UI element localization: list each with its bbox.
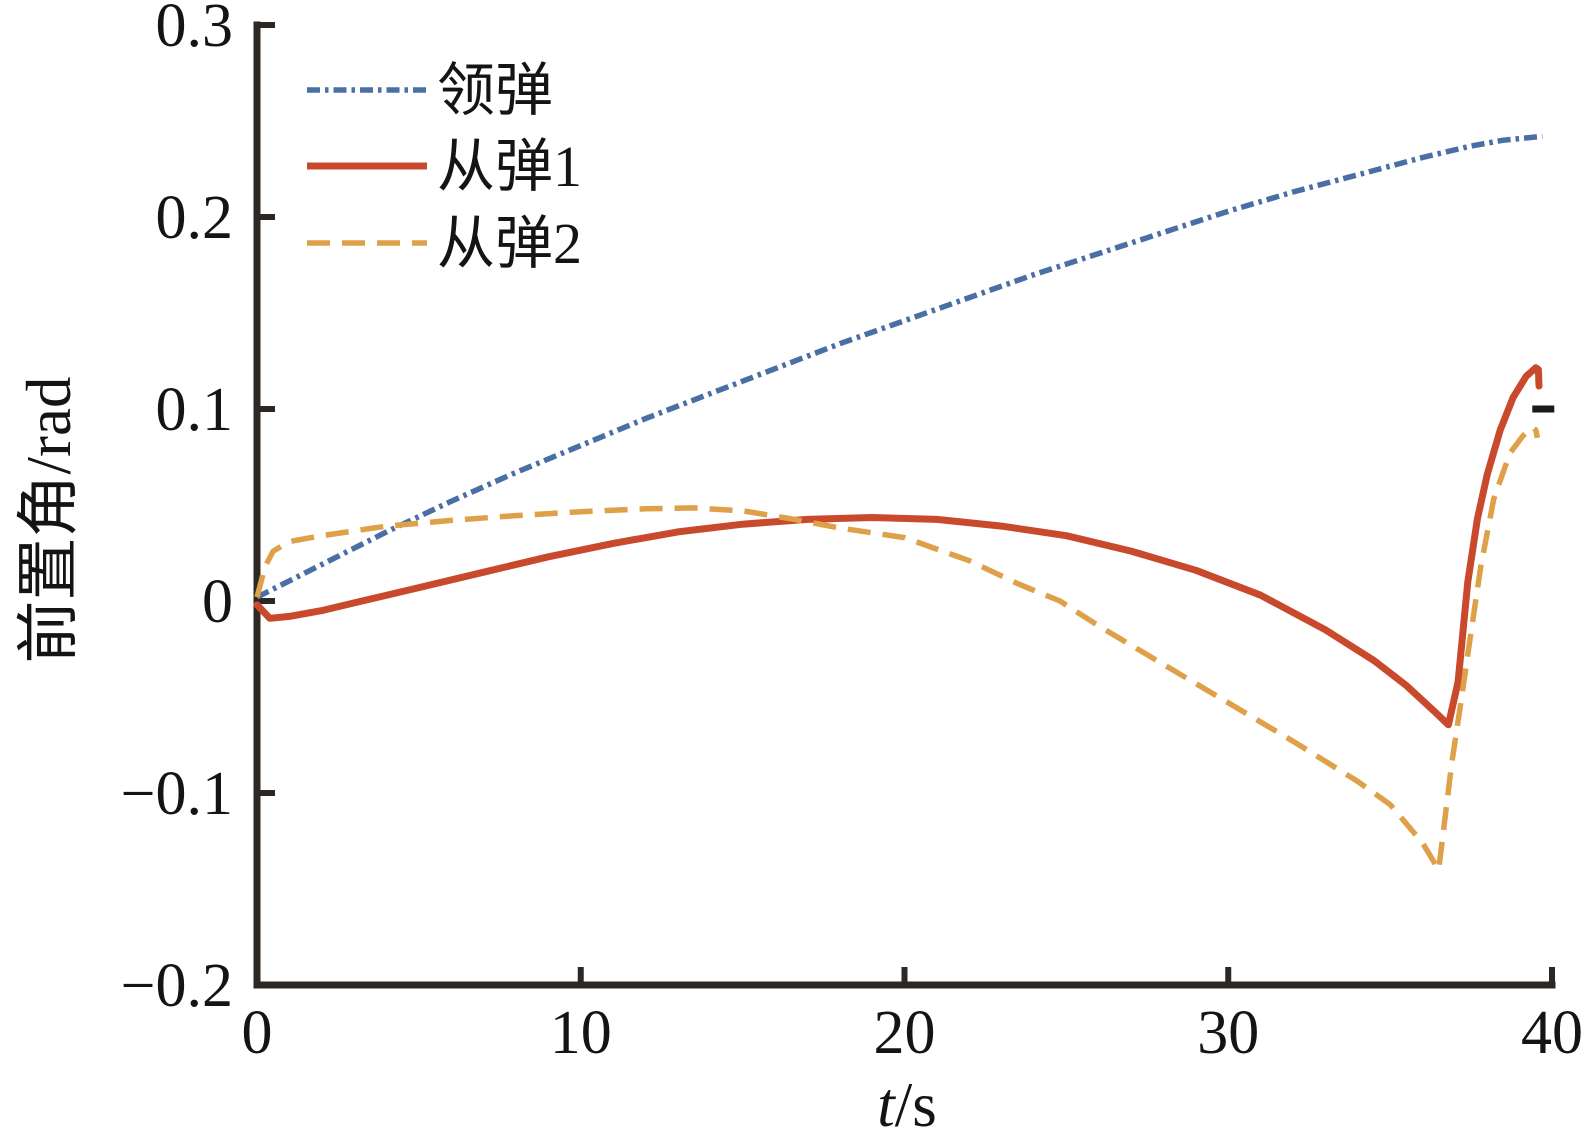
series-line-lead-missile xyxy=(255,133,1543,600)
x-tick-label: 10 xyxy=(550,999,612,1067)
series-line-follower-1 xyxy=(253,364,1543,729)
y-tick-label: −0.1 xyxy=(121,760,233,828)
y-tick-label: 0.2 xyxy=(156,184,234,252)
x-tick-label: 30 xyxy=(1197,999,1259,1067)
legend-label-lead-missile: 领弹 xyxy=(437,58,553,123)
y-tick-label: 0 xyxy=(202,568,233,636)
x-tick-label: 20 xyxy=(874,999,936,1067)
x-tick-label: 40 xyxy=(1521,999,1583,1067)
x-tick-label: 0 xyxy=(242,999,273,1067)
x-axis-label: t/s xyxy=(877,1070,937,1138)
y-tick-label: 0.1 xyxy=(156,376,234,444)
legend-label-follower-1: 从弹1 xyxy=(437,134,582,199)
y-tick-label: −0.2 xyxy=(121,952,233,1020)
y-tick-label: 0.3 xyxy=(156,0,234,60)
series-line-follower-2 xyxy=(254,424,1541,873)
legend-label-follower-2: 从弹2 xyxy=(437,211,582,276)
y-axis-label: 前置角/rad xyxy=(14,377,84,664)
